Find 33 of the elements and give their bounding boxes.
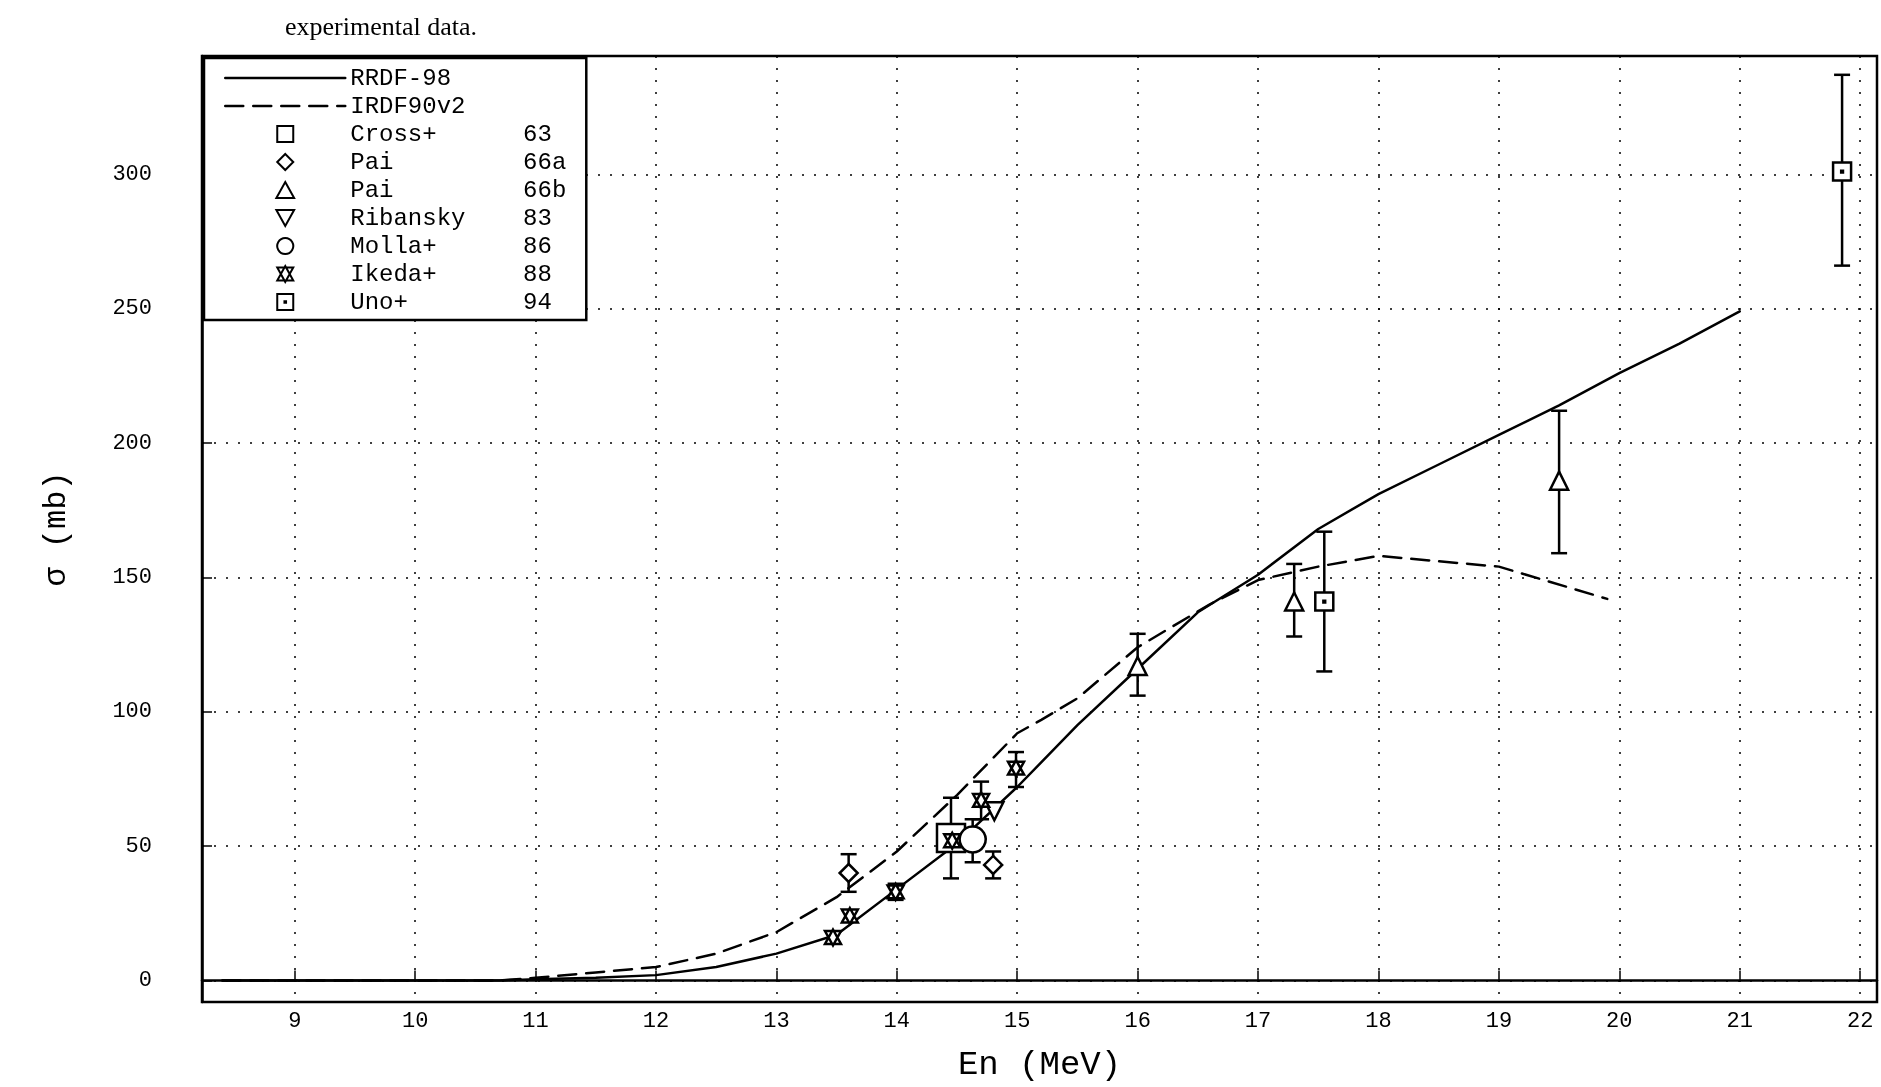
y-tick-label: 250 <box>112 296 152 322</box>
x-tick-label: 17 <box>1244 1008 1272 1034</box>
legend-label: Pai 66a <box>350 148 567 176</box>
legend-label: Pai 66b <box>350 176 567 204</box>
legend-label: Uno+ 94 <box>350 288 552 316</box>
x-tick-label: 14 <box>883 1008 911 1034</box>
x-tick-label: 18 <box>1365 1008 1392 1034</box>
legend-label: Ribansky 83 <box>350 204 552 232</box>
y-axis-title: σ (mb) <box>37 471 75 587</box>
y-tick-label: 300 <box>112 161 152 187</box>
x-tick-label: 19 <box>1485 1008 1513 1034</box>
legend-label: Cross+ 63 <box>350 120 552 148</box>
legend-label: Molla+ 86 <box>350 232 552 260</box>
y-tick-label: 0 <box>138 968 152 993</box>
x-tick-label: 12 <box>642 1008 670 1034</box>
x-axis-title: En (MeV) <box>957 1046 1122 1084</box>
x-tick-label: 10 <box>401 1008 429 1034</box>
x-tick-label: 22 <box>1846 1008 1874 1034</box>
x-tick-label: 15 <box>1004 1008 1031 1034</box>
x-tick-label: 11 <box>522 1008 549 1034</box>
x-tick-label: 9 <box>288 1008 302 1034</box>
y-tick-label: 100 <box>112 699 152 725</box>
x-tick-label: 13 <box>763 1008 790 1034</box>
legend-label: IRDF90v2 <box>350 92 466 120</box>
x-tick-label: 16 <box>1124 1008 1151 1034</box>
y-tick-label: 150 <box>112 564 152 590</box>
chart-title: experimental data. <box>285 11 478 41</box>
legend-label: RRDF-98 <box>350 64 452 92</box>
legend-label: Ikeda+ 88 <box>350 260 552 288</box>
y-tick-label: 50 <box>125 833 152 859</box>
x-tick-label: 20 <box>1606 1008 1633 1034</box>
x-tick-label: 21 <box>1726 1008 1753 1034</box>
y-tick-label: 200 <box>112 430 152 456</box>
